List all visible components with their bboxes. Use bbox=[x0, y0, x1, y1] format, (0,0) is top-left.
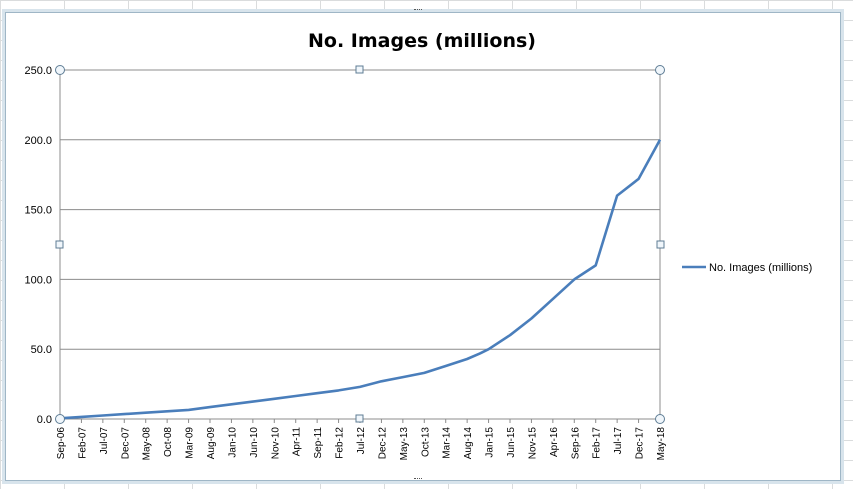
x-tick-label: Nov-10 bbox=[270, 427, 281, 460]
y-axis-labels: 0.0 50.0 100.0 150.0 200.0 250.0 bbox=[24, 65, 52, 426]
x-tick-label: May-18 bbox=[656, 427, 667, 461]
selection-handles[interactable] bbox=[55, 65, 665, 424]
gridlines bbox=[60, 69, 660, 420]
plot-corner-handle[interactable] bbox=[55, 414, 65, 424]
x-tick-label: Dec-17 bbox=[635, 427, 646, 460]
x-tick-label: Feb-07 bbox=[77, 427, 88, 459]
chart-area[interactable]: No. Images (millions) 0.0 50.0 100.0 150.0 2… bbox=[5, 12, 841, 481]
x-tick-label: Dec-07 bbox=[120, 427, 131, 460]
x-tick-label: Jan-15 bbox=[485, 427, 496, 458]
x-tick-label: Jun-10 bbox=[249, 427, 260, 458]
plot-edge-handle[interactable] bbox=[55, 240, 64, 249]
plot-edge-handle[interactable] bbox=[355, 414, 364, 423]
y-tick-label: 50.0 bbox=[31, 344, 52, 356]
y-tick-label: 250.0 bbox=[24, 65, 52, 77]
x-tick-label: Sep-16 bbox=[570, 427, 581, 460]
line-chart: No. Images (millions) 0.0 50.0 100.0 150.0 2… bbox=[24, 30, 812, 461]
plot-corner-handle[interactable] bbox=[55, 65, 65, 75]
plot-corner-handle[interactable] bbox=[655, 414, 665, 424]
plot-corner-handle[interactable] bbox=[655, 65, 665, 75]
x-tick-label: Aug-09 bbox=[206, 427, 217, 460]
plot-area[interactable] bbox=[59, 69, 661, 420]
x-tick-label: Aug-14 bbox=[463, 427, 474, 460]
x-tick-label: May-08 bbox=[142, 427, 153, 461]
series-line[interactable] bbox=[59, 139, 662, 420]
y-tick-label: 100.0 bbox=[24, 274, 52, 286]
plot-edge-handle[interactable] bbox=[656, 240, 665, 249]
x-tick-label: May-13 bbox=[399, 427, 410, 461]
x-tick-label: Jul-12 bbox=[356, 427, 367, 455]
x-tick-label: Feb-17 bbox=[592, 427, 603, 459]
x-tick-label: Jun-15 bbox=[506, 427, 517, 458]
y-tick-label: 150.0 bbox=[24, 205, 52, 217]
x-tick-label: Sep-06 bbox=[56, 427, 67, 460]
x-tick-label: Oct-08 bbox=[163, 427, 174, 457]
y-tick-label: 0.0 bbox=[37, 414, 52, 426]
legend-label: No. Images (millions) bbox=[709, 262, 812, 274]
x-tick-label: Mar-09 bbox=[185, 427, 196, 459]
x-tick-label: Jul-17 bbox=[613, 427, 624, 455]
x-tick-label: Apr-11 bbox=[292, 427, 303, 457]
legend[interactable]: No. Images (millions) bbox=[682, 262, 812, 274]
x-tick-label: Jan-10 bbox=[227, 427, 238, 458]
x-tick-label: Dec-12 bbox=[377, 427, 388, 460]
x-tick-label: Apr-16 bbox=[549, 427, 560, 457]
chart-resize-handle-top[interactable] bbox=[414, 9, 422, 12]
x-tick-label: Nov-15 bbox=[527, 427, 538, 460]
plot-edge-handle[interactable] bbox=[355, 65, 364, 74]
x-tick-label: Mar-14 bbox=[442, 427, 453, 459]
x-axis-ticks bbox=[59, 419, 661, 423]
x-tick-label: Jul-07 bbox=[99, 427, 110, 455]
chart-resize-handle-bottom[interactable] bbox=[414, 478, 422, 481]
x-tick-label: Sep-11 bbox=[313, 427, 324, 459]
chart-title: No. Images (millions) bbox=[308, 30, 536, 52]
x-tick-label: Feb-12 bbox=[335, 427, 346, 459]
y-tick-label: 200.0 bbox=[24, 135, 52, 147]
x-axis-labels: Sep-06 Feb-07 Jul-07 Dec-07 May-08 Oct-08 Mar-… bbox=[56, 427, 667, 461]
x-tick-label: Oct-13 bbox=[420, 427, 431, 457]
